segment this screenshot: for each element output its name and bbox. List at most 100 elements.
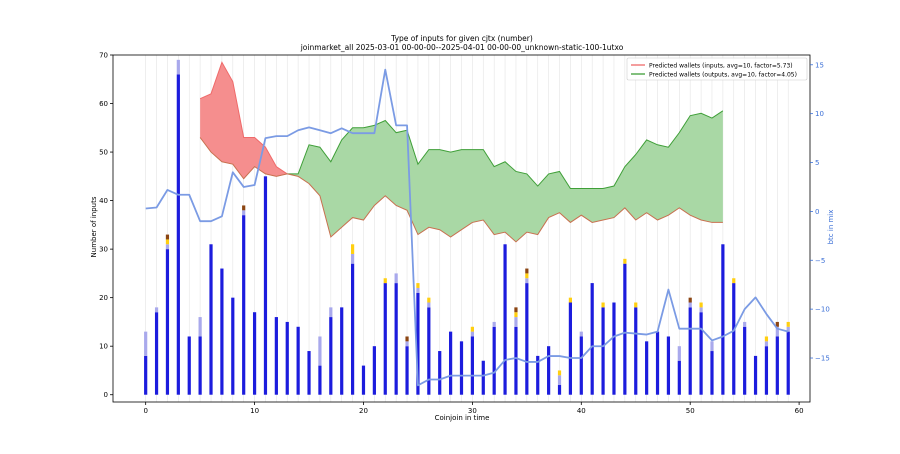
- bar-brown-segment: [242, 205, 246, 211]
- inputs-wallets-band-upper-line: [199, 61, 288, 175]
- bar-main-segment: [721, 244, 725, 395]
- bar-main-segment: [318, 365, 322, 395]
- bar-main-segment: [340, 307, 344, 395]
- bar-gold-segment: [623, 258, 627, 264]
- bar-light-segment: [677, 346, 681, 361]
- bar-main-segment: [634, 307, 638, 395]
- bar-light-segment: [743, 321, 747, 327]
- bar-main-segment: [623, 263, 627, 395]
- bar-gold-segment: [732, 278, 736, 284]
- y-tick-label: 20: [99, 294, 108, 302]
- inputs-wallets-band-lower-line: [199, 137, 288, 180]
- bar-brown-segment: [405, 336, 409, 342]
- bar-brown-segment: [688, 297, 692, 303]
- bar-light-segment: [557, 375, 562, 386]
- bar-light-segment: [350, 253, 355, 264]
- bar-gold-segment: [350, 244, 355, 254]
- y2-tick-label: −15: [815, 355, 830, 363]
- bar-main-segment: [677, 360, 681, 395]
- plot-frame: [112, 54, 811, 403]
- bar-light-segment: [165, 244, 170, 250]
- y-tick-label: 50: [99, 149, 108, 157]
- bar-light-segment: [176, 59, 180, 75]
- outputs-wallets-band-lower-line: [287, 173, 723, 243]
- bar-main-segment: [536, 355, 540, 395]
- bar-brown-segment: [514, 307, 518, 313]
- y2-tick-label: 0: [815, 208, 819, 216]
- bar-main-segment: [394, 283, 398, 395]
- bar-brown-segment: [165, 234, 170, 240]
- x-tick-label: 40: [577, 407, 586, 415]
- bar-gold-segment: [568, 297, 573, 303]
- bar-main-segment: [198, 336, 202, 395]
- bar-light-segment: [405, 341, 409, 347]
- y2-axis-label: btc in mix: [827, 210, 835, 245]
- grid-lines: [145, 55, 789, 402]
- bar-gold-segment: [557, 370, 562, 376]
- bar-main-segment: [568, 302, 573, 395]
- bar-gold-segment: [383, 278, 387, 284]
- bar-main-segment: [492, 326, 496, 395]
- y2-tick-label: −10: [815, 306, 830, 314]
- bar-main-segment: [666, 336, 671, 395]
- bar-main-segment: [209, 244, 213, 395]
- bar-light-segment: [242, 210, 246, 216]
- y2-tick-label: 10: [815, 110, 824, 118]
- bar-brown-segment: [775, 321, 779, 327]
- bar-light-segment: [775, 326, 779, 337]
- bar-gold-segment: [634, 302, 638, 308]
- bar-main-segment: [296, 326, 300, 395]
- bar-light-segment: [427, 302, 431, 308]
- bar-main-segment: [743, 326, 747, 395]
- y-tick-label: 40: [99, 197, 108, 205]
- chart-title-line2: joinmarket_all 2025-03-01 00-00-00--2025…: [300, 43, 624, 52]
- legend-label: Predicted wallets (inputs, avg=10, facto…: [649, 62, 793, 69]
- bar-main-segment: [285, 321, 289, 395]
- legend-label: Predicted wallets (outputs, avg=10, fact…: [649, 71, 797, 78]
- bar-main-segment: [361, 365, 366, 395]
- bar-main-segment: [579, 336, 583, 395]
- bar-main-segment: [786, 331, 790, 395]
- bar-gold-segment: [764, 336, 769, 342]
- y-tick-label: 0: [104, 391, 108, 399]
- y2-tick-label: 15: [815, 61, 824, 69]
- axes: 0 10 20 30 40 50 60 0 10 20 30 40 50 60 70 −15 −10 −5 0 5 10…: [99, 52, 830, 416]
- bar-main-segment: [449, 331, 453, 395]
- bar-main-segment: [710, 351, 714, 395]
- bar-main-segment: [220, 268, 224, 395]
- bar-light-segment: [514, 317, 518, 327]
- y2-tick-label: −5: [815, 257, 825, 265]
- bar-light-segment: [579, 331, 583, 337]
- bar-light-segment: [764, 341, 769, 347]
- wallet-bands: [199, 61, 724, 243]
- x-tick-label: 60: [795, 407, 804, 415]
- bar-main-segment: [557, 385, 562, 395]
- bar-main-segment: [372, 346, 376, 395]
- bar-light-segment: [144, 331, 148, 356]
- bar-gold-segment: [514, 312, 518, 318]
- bar-light-segment: [198, 317, 202, 337]
- bar-main-segment: [144, 355, 148, 395]
- bar-gold-segment: [427, 297, 431, 303]
- bar-gold-segment: [416, 283, 420, 288]
- y-tick-label: 70: [99, 52, 108, 60]
- bar-gold-segment: [786, 321, 790, 327]
- bar-main-segment: [547, 346, 551, 395]
- y-axis-label: Number of inputs: [90, 196, 98, 257]
- bar-main-segment: [753, 355, 758, 395]
- x-tick-label: 50: [686, 407, 695, 415]
- bar-light-segment: [710, 341, 714, 352]
- bar-main-segment: [590, 283, 594, 395]
- chart-title-line1: Type of inputs for given cjtx (number): [390, 34, 533, 43]
- bar-main-segment: [329, 317, 333, 395]
- bar-main-segment: [688, 307, 692, 395]
- bar-light-segment: [154, 307, 159, 313]
- bar-main-segment: [612, 302, 616, 395]
- bar-gold-segment: [601, 302, 605, 308]
- bar-main-segment: [263, 176, 268, 395]
- bar-light-segment: [470, 331, 474, 337]
- bar-light-segment: [394, 273, 398, 284]
- bar-main-segment: [176, 74, 180, 395]
- bar-main-segment: [732, 283, 736, 395]
